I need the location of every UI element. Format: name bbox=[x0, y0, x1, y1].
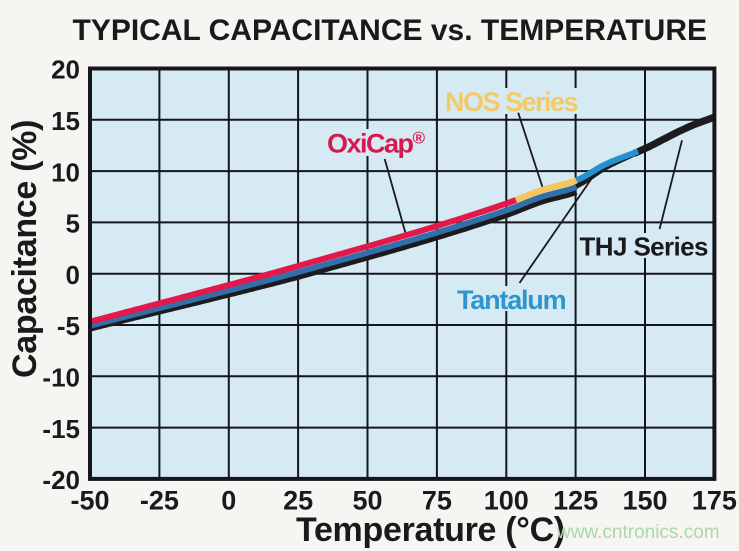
svg-text:-25: -25 bbox=[140, 486, 179, 516]
svg-text:Capacitance (%): Capacitance (%) bbox=[6, 120, 44, 378]
svg-text:-20: -20 bbox=[42, 465, 80, 495]
svg-text:OxiCap®: OxiCap® bbox=[327, 129, 426, 159]
svg-text:-50: -50 bbox=[70, 486, 109, 516]
svg-text:-15: -15 bbox=[42, 414, 80, 444]
svg-text:5: 5 bbox=[66, 209, 80, 239]
svg-text:150: 150 bbox=[622, 486, 667, 516]
svg-text:TYPICAL CAPACITANCE vs. TEMPER: TYPICAL CAPACITANCE vs. TEMPERATURE bbox=[73, 14, 708, 47]
svg-text:15: 15 bbox=[51, 106, 80, 136]
svg-text:75: 75 bbox=[422, 486, 452, 516]
svg-text:Tantalum: Tantalum bbox=[457, 285, 566, 315]
svg-text:10: 10 bbox=[51, 157, 80, 187]
svg-text:-10: -10 bbox=[42, 363, 80, 393]
svg-text:www.cntronics.com: www.cntronics.com bbox=[556, 522, 720, 543]
svg-text:20: 20 bbox=[51, 55, 80, 85]
svg-text:175: 175 bbox=[692, 486, 737, 516]
svg-text:-5: -5 bbox=[57, 311, 80, 341]
svg-text:125: 125 bbox=[553, 486, 598, 516]
svg-text:50: 50 bbox=[352, 486, 382, 516]
svg-text:Temperature (°C): Temperature (°C) bbox=[296, 511, 565, 549]
svg-text:THJ Series: THJ Series bbox=[580, 231, 709, 261]
svg-text:100: 100 bbox=[484, 486, 529, 516]
svg-text:25: 25 bbox=[283, 486, 313, 516]
svg-text:0: 0 bbox=[221, 486, 236, 516]
svg-text:0: 0 bbox=[66, 260, 80, 290]
svg-text:NOS Series: NOS Series bbox=[445, 87, 578, 117]
